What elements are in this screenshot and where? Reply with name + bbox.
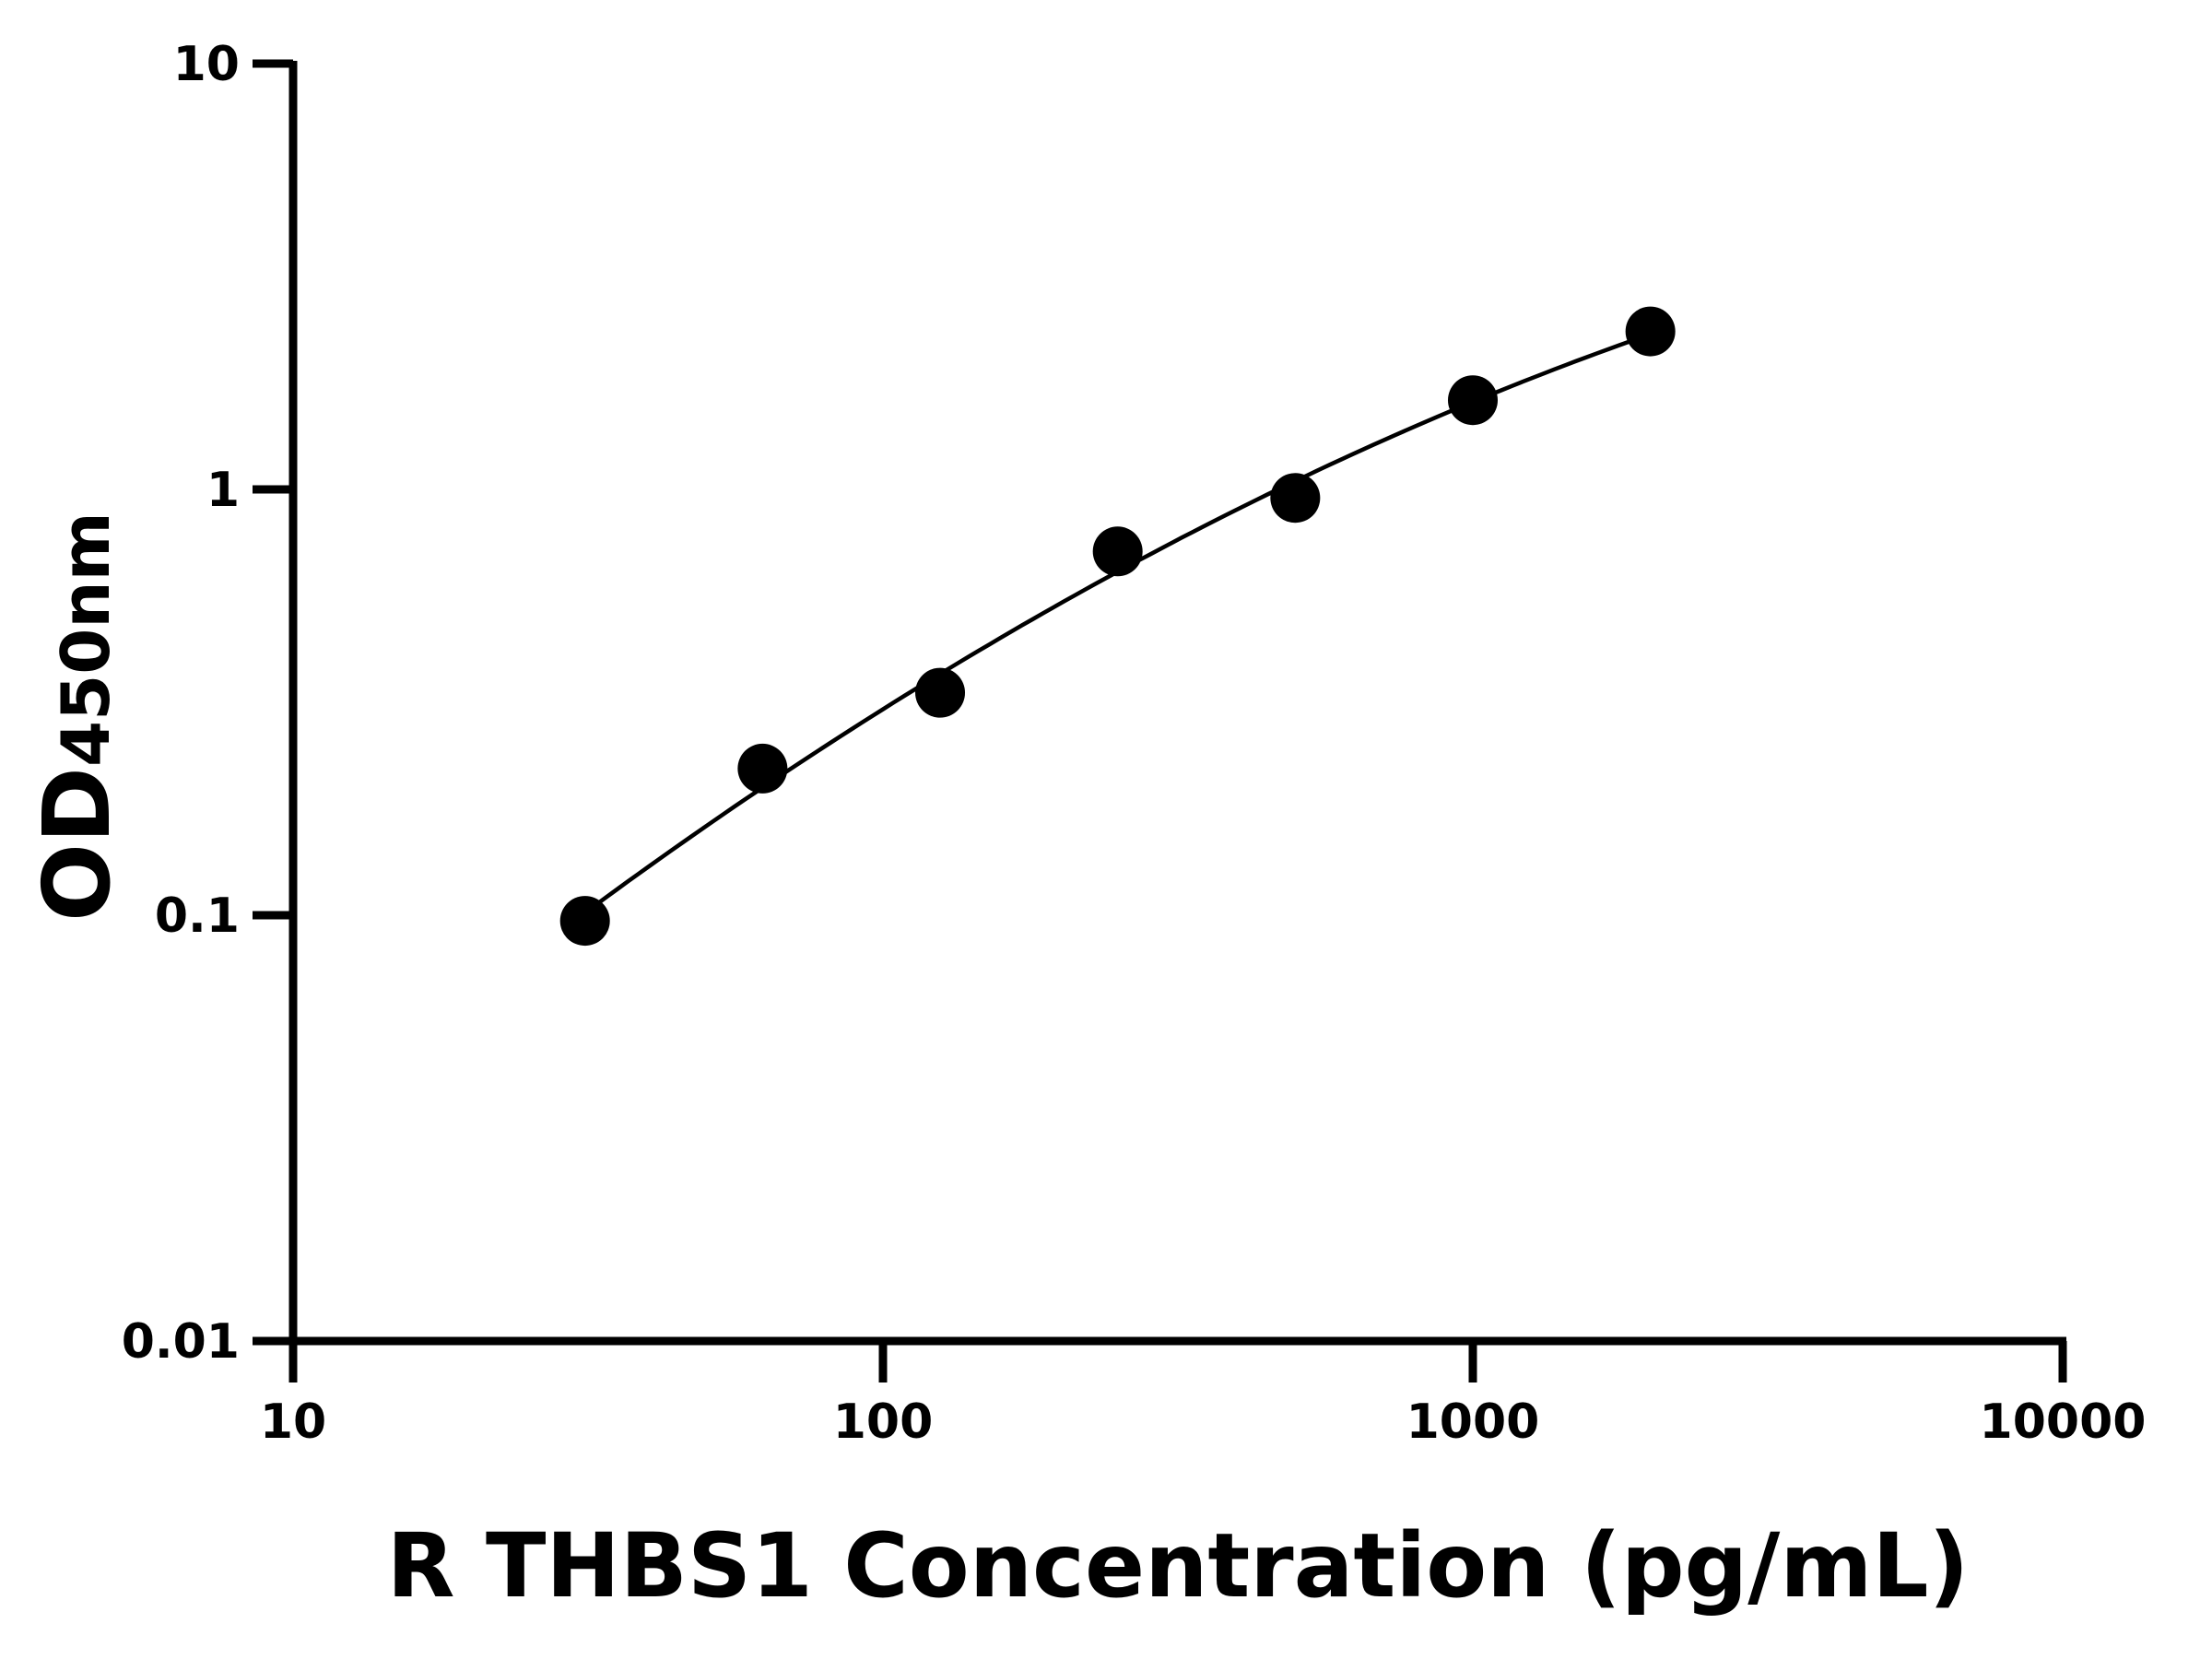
y-tick-label: 10 (173, 37, 240, 92)
x-tick-label: 10 (260, 1394, 326, 1450)
x-tick-label: 1000 (1406, 1394, 1540, 1450)
y-axis-title-main: OD (23, 767, 131, 922)
x-axis-title: R THBS1 Concentration (pg/mL) (387, 1514, 1970, 1618)
x-tick-label: 100 (833, 1394, 934, 1450)
data-point (737, 743, 788, 794)
data-point (1625, 306, 1676, 357)
data-point (559, 896, 610, 947)
data-point (1270, 473, 1321, 524)
x-tick-label: 10000 (1980, 1394, 2147, 1450)
data-point (1092, 526, 1143, 577)
y-axis-title-subscript: 450nm (47, 512, 124, 767)
data-point (915, 667, 966, 718)
y-axis-title: OD450nm (23, 512, 131, 922)
y-tick-label: 0.01 (122, 1314, 240, 1370)
data-point (1448, 375, 1498, 426)
y-tick-label: 0.1 (155, 888, 240, 944)
y-tick-label: 1 (206, 463, 240, 518)
fit-curve (583, 332, 1652, 915)
